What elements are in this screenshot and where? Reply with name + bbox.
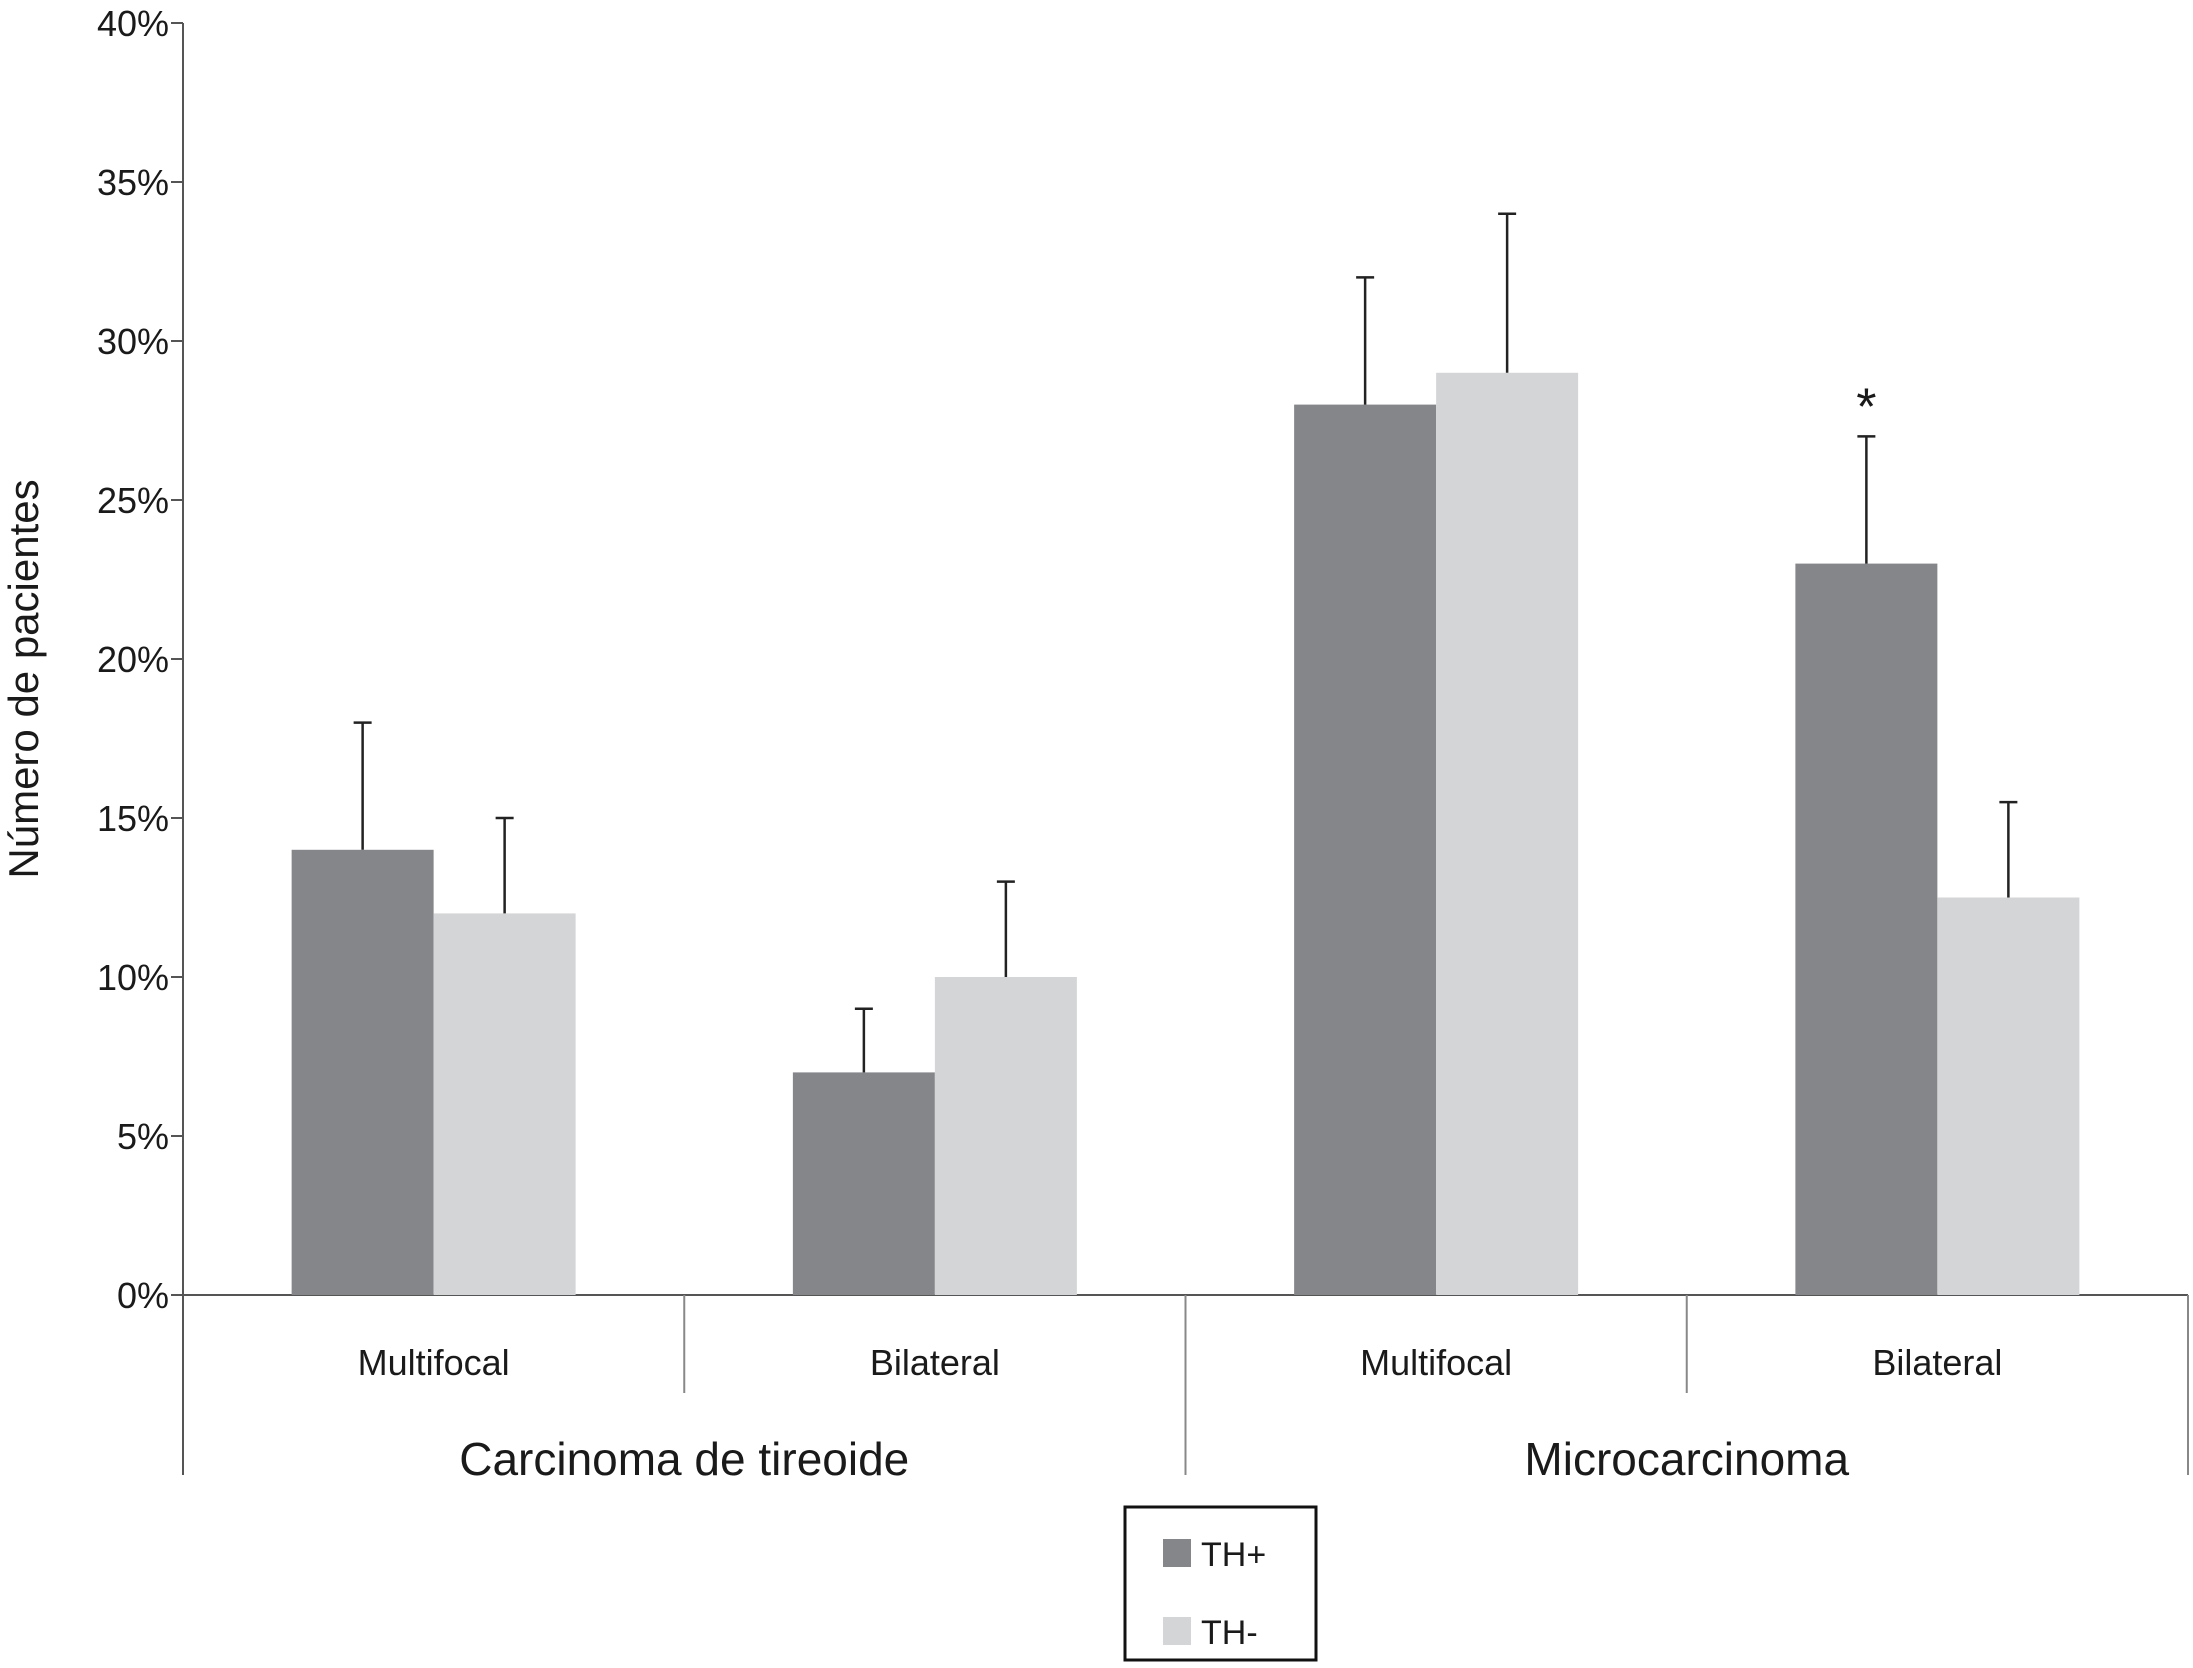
y-axis-title: Número de pacientes	[0, 479, 47, 878]
category-label: Multifocal	[358, 1342, 510, 1383]
category-label: Bilateral	[1872, 1342, 2002, 1383]
bar	[1937, 897, 2080, 1295]
y-tick-label: 5%	[117, 1116, 169, 1157]
labels: 0% 5% 10% 15% 20% 25% 30% 35% 40% * Multifocal Bila…	[0, 3, 2002, 1485]
significance-marker: *	[1856, 378, 1876, 436]
legend-box	[1123, 1505, 1318, 1662]
y-tick-label: 10%	[97, 957, 169, 998]
bar	[291, 849, 434, 1295]
y-tick-label: 40%	[97, 3, 169, 44]
category-label: Multifocal	[1360, 1342, 1512, 1383]
legend: TH+ TH-	[1123, 1505, 1318, 1662]
category-label: Bilateral	[870, 1342, 1000, 1383]
bar	[433, 913, 576, 1295]
legend-swatch	[1163, 1539, 1191, 1567]
y-tick-label: 25%	[97, 480, 169, 521]
bar	[1294, 404, 1437, 1296]
legend-swatch	[1163, 1617, 1191, 1645]
bars	[291, 212, 2080, 1296]
y-tick-label: 0%	[117, 1275, 169, 1316]
group-label: Microcarcinoma	[1524, 1433, 1849, 1485]
bar	[1795, 563, 1938, 1295]
bar	[1436, 372, 1579, 1295]
group-label: Carcinoma de tireoide	[459, 1433, 909, 1485]
bar	[792, 1072, 935, 1295]
legend-label: TH-	[1201, 1614, 1258, 1652]
y-tick-label: 20%	[97, 639, 169, 680]
legend-label: TH+	[1201, 1536, 1266, 1574]
y-tick-label: 30%	[97, 321, 169, 362]
bar	[934, 977, 1077, 1295]
y-tick-label: 15%	[97, 798, 169, 839]
y-tick-label: 35%	[97, 162, 169, 203]
